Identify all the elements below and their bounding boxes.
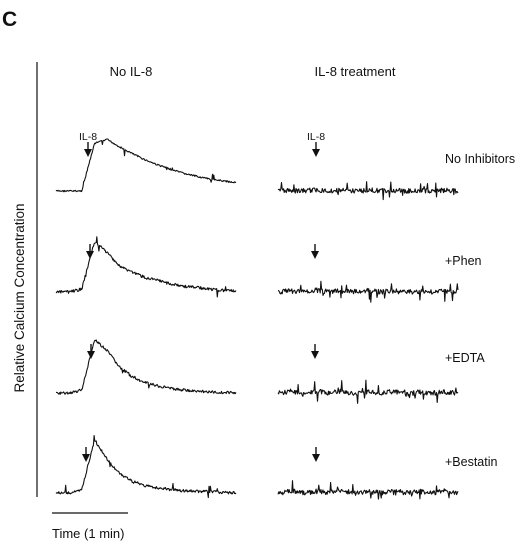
il8-label-right: IL-8 <box>307 131 325 143</box>
condition-label-phen: +Phen <box>445 254 482 268</box>
column-title-il8-treatment: IL-8 treatment <box>315 64 396 79</box>
stimulus-arrow-icon <box>312 447 320 462</box>
trace-no-il8-phen <box>55 236 237 298</box>
trace-no-il8-bestatin <box>55 435 237 499</box>
trace-il8-treatment-edta <box>277 379 459 404</box>
trace-layer <box>55 138 459 500</box>
scale-bar-label: Time (1 min) <box>52 526 124 541</box>
trace-il8-treatment-no-inhibitors <box>277 181 459 201</box>
stimulus-arrow-icon <box>311 344 319 359</box>
trace-no-il8-edta <box>55 339 237 395</box>
condition-label-edta: +EDTA <box>445 351 485 365</box>
stimulus-arrow-icon <box>86 244 94 259</box>
trace-no-il8-no-inhibitors <box>55 138 237 193</box>
stimulus-arrow-icon <box>87 344 95 359</box>
condition-label-no-inhibitors: No Inhibitors <box>445 152 515 166</box>
panel-letter: C <box>2 8 17 31</box>
condition-label-bestatin: +Bestatin <box>445 455 498 469</box>
column-title-no-il8: No IL-8 <box>110 64 153 79</box>
y-axis-label: Relative Calcium Concentration <box>12 203 27 392</box>
stimulus-arrow-icon <box>312 142 320 157</box>
trace-il8-treatment-phen <box>277 280 459 303</box>
stimulus-arrow-icon <box>82 447 90 462</box>
stimulus-arrow-icon <box>84 142 92 157</box>
trace-il8-treatment-bestatin <box>277 480 459 500</box>
stimulus-arrow-icon <box>311 244 319 259</box>
il8-label-left: IL-8 <box>79 131 97 143</box>
arrow-layer <box>82 142 320 462</box>
